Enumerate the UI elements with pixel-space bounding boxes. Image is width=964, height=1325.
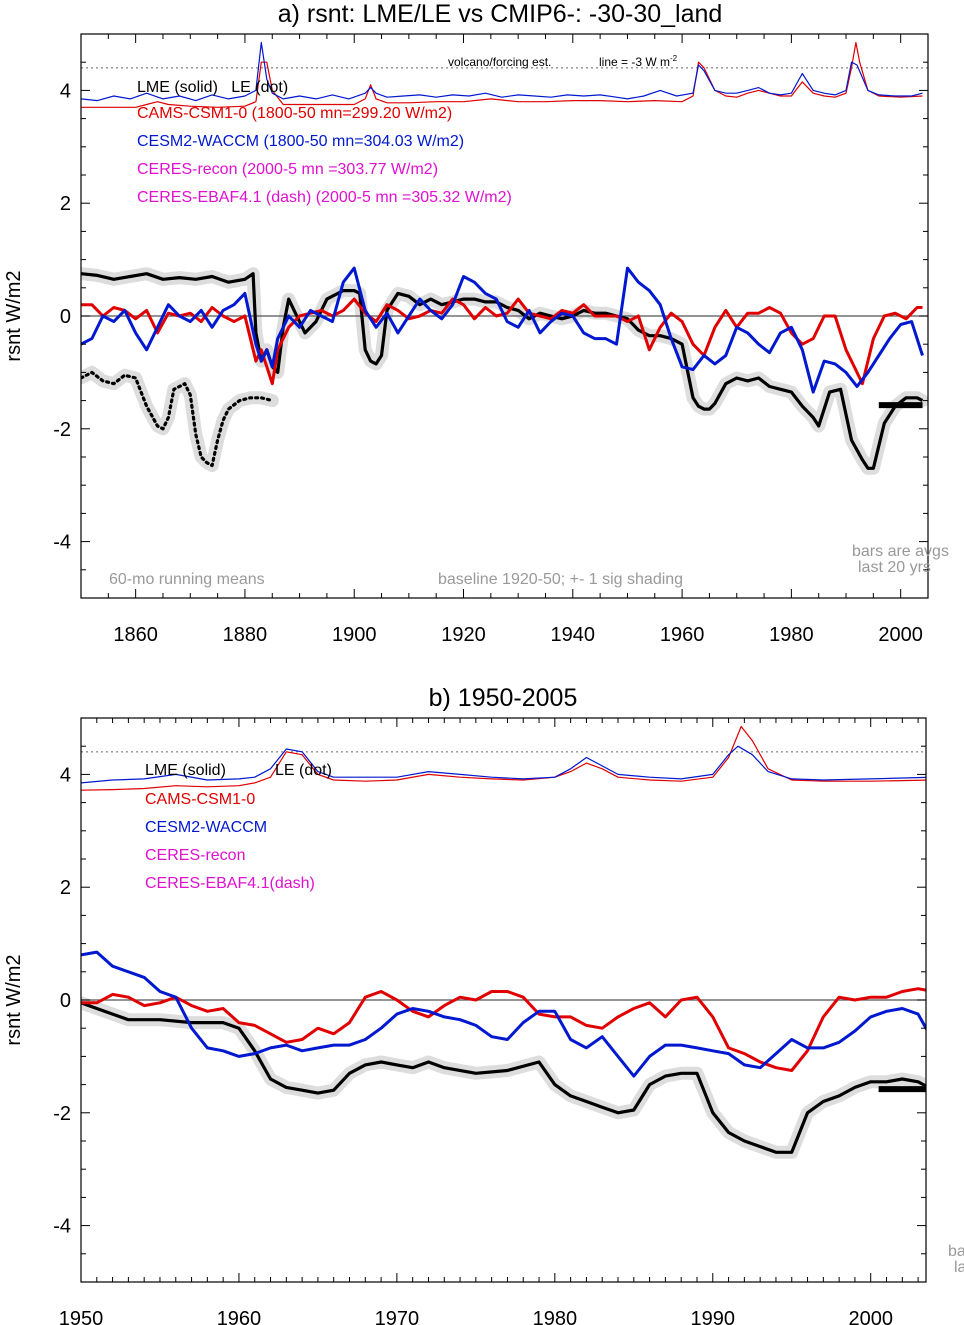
xtick-label-b: 1980 [533, 1308, 578, 1325]
panel-a-frame: -4 -2 0 2 4 1860 1880 1900 1920 1940 1960 1980 2000 [53, 33, 929, 646]
panel-b-lines [81, 725, 926, 1154]
panel-a-baseline: baseline 1920-50; +- 1 sig shading [438, 571, 683, 588]
cams-csm1-0-line-b [81, 987, 926, 1072]
panel-a-bars-note-2: last 20 yrs [858, 559, 931, 576]
xtick-label-a: 1980 [769, 624, 814, 646]
panel-b-bars-note-1: ba [948, 1243, 964, 1260]
ytick-label-b: -2 [53, 1103, 71, 1125]
ytick-label-b: -4 [53, 1216, 71, 1238]
ytick-label-a: -4 [53, 532, 71, 554]
legend-b-lme: LME (solid) [145, 762, 226, 779]
legend-a-lme-le: LME (solid) LE (dot) [137, 79, 288, 96]
panel-b: b) 1950-2005 rsnt W/m2 -4 -2 0 2 4 1950 1960 19… [3, 684, 964, 1325]
xtick-label-a: 1860 [113, 624, 158, 646]
panel-a-annotations: volcano/forcing est. line = -3 W m-2 LME… [109, 54, 949, 588]
xtick-label-a: 1880 [223, 624, 268, 646]
legend-a-ceres-ebaf: CERES-EBAF4.1 (dash) (2000-5 mn =305.32 … [137, 189, 512, 206]
legend-a-ceres-recon: CERES-recon (2000-5 mn =303.77 W/m2) [137, 161, 438, 178]
panel-b-frame: -4 -2 0 2 4 1950 1960 1970 1980 1990 2000 [53, 717, 927, 1325]
cesm2-waccm-volcano-line-b [81, 745, 926, 784]
cesm2-waccm-line-a [81, 266, 924, 394]
legend-b-le: LE (dot) [275, 762, 332, 779]
xtick-label-b: 1970 [375, 1308, 420, 1325]
lme-line-b-shade [81, 996, 926, 1159]
xtick-label-a: 1920 [441, 624, 486, 646]
cams-csm1-0-line-a [81, 297, 923, 386]
cesm2-waccm-line-b [81, 950, 926, 1078]
cams-csm1-0-volcano-line-b [81, 725, 926, 791]
xtick-label-b: 2000 [848, 1308, 893, 1325]
panel-b-bars-note-2: la [954, 1259, 964, 1276]
panel-a-line-label: line = -3 W m-2 [599, 54, 678, 69]
panel-a-volcano-label: volcano/forcing est. [448, 55, 551, 69]
le-line-a-shade [81, 365, 279, 472]
cesm2-waccm-volcano-line-a [81, 41, 923, 102]
xtick-label-b: 1950 [59, 1308, 104, 1325]
lme-line-a-shade [81, 267, 928, 475]
panel-b-annotations: LME (solid) LE (dot) CAMS-CSM1-0 CESM2-W… [145, 762, 964, 1276]
panel-a-lines [81, 41, 928, 470]
legend-a-cams: CAMS-CSM1-0 (1800-50 mn=299.20 W/m2) [137, 105, 452, 122]
ytick-label-a: 2 [60, 193, 71, 215]
panel-a-line-label-main: line = -3 W m [599, 55, 670, 69]
cams-csm1-0-volcano-line-a [81, 41, 923, 108]
panel-b-ylabel: rsnt W/m2 [3, 954, 25, 1045]
panel-a-line-label-sup: -2 [670, 54, 678, 63]
legend-b-cesm2: CESM2-WACCM [145, 819, 267, 836]
panel-a-bars-note-1: bars are avgs [852, 543, 949, 560]
ytick-label-a: 0 [60, 306, 71, 328]
legend-a-cesm2: CESM2-WACCM (1800-50 mn=304.03 W/m2) [137, 133, 464, 150]
xtick-label-b: 1960 [217, 1308, 262, 1325]
ytick-label-b: 2 [60, 877, 71, 899]
legend-b-ceres-recon: CERES-recon [145, 847, 245, 864]
ytick-label-b: 4 [60, 764, 71, 786]
xtick-label-a: 1900 [332, 624, 377, 646]
xtick-label-a: 1940 [551, 624, 596, 646]
ytick-label-a: 4 [60, 80, 71, 102]
panel-a-ylabel: rsnt W/m2 [3, 270, 25, 361]
le-line-a [81, 370, 274, 468]
legend-b-ceres-ebaf: CERES-EBAF4.1(dash) [145, 875, 315, 892]
xtick-label-b: 1990 [691, 1308, 736, 1325]
ytick-label-a: -2 [53, 419, 71, 441]
ytick-label-b: 0 [60, 990, 71, 1012]
panel-a-title: a) rsnt: LME/LE vs CMIP6-: -30-30_land [278, 0, 723, 28]
panel-b-shading [81, 996, 926, 1159]
panel-a-running-means: 60-mo running means [109, 571, 265, 588]
xtick-label-a: 1960 [660, 624, 705, 646]
lme-line-b [81, 1001, 926, 1154]
xtick-label-a: 2000 [878, 624, 923, 646]
panel-a-shading [81, 267, 928, 475]
panel-a: a) rsnt: LME/LE vs CMIP6-: -30-30_land r… [3, 0, 949, 646]
legend-b-cams: CAMS-CSM1-0 [145, 791, 255, 808]
panel-b-title: b) 1950-2005 [429, 684, 578, 712]
